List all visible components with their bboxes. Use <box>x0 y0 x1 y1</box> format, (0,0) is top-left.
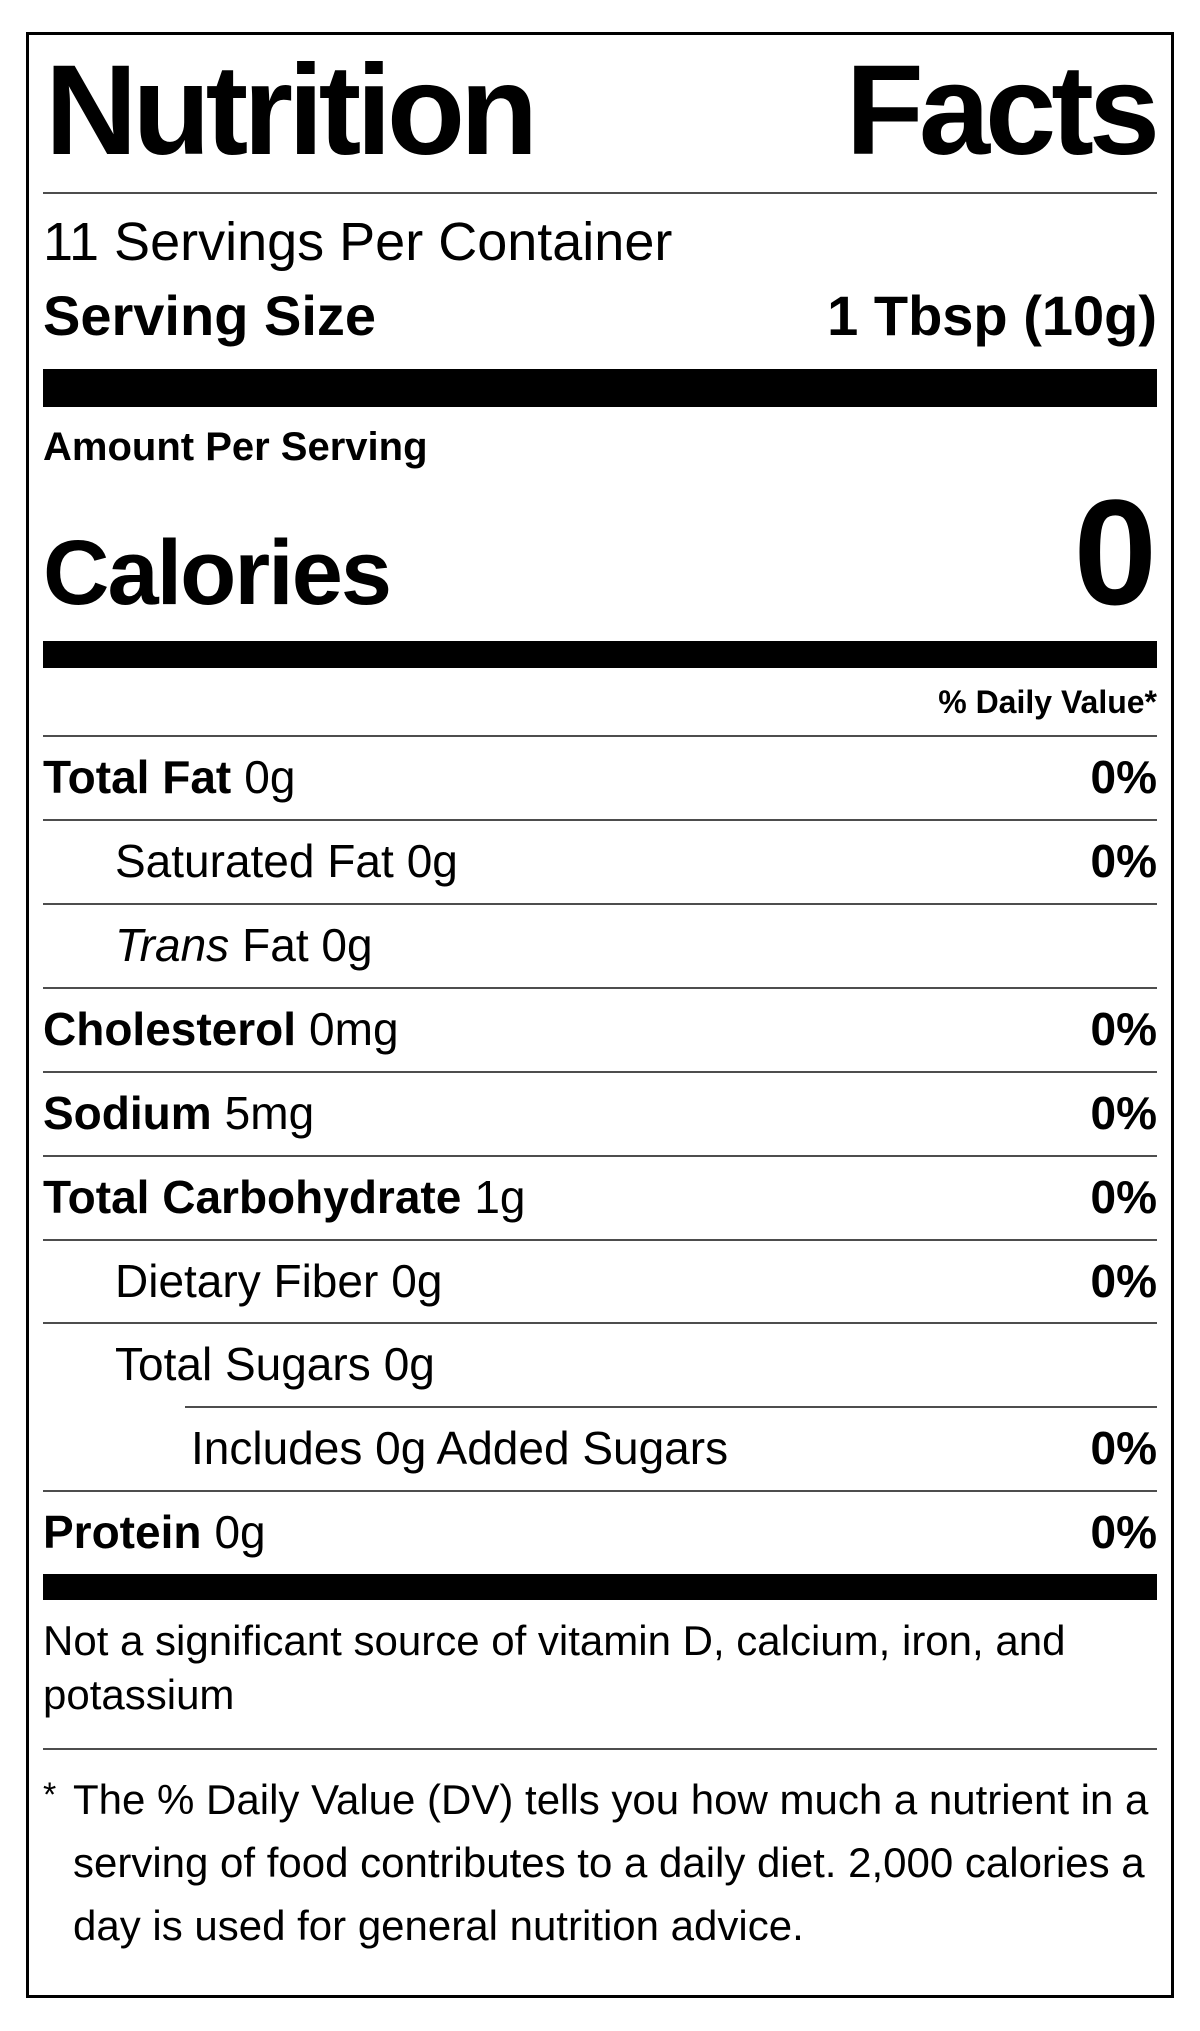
nutrient-daily-value: 0% <box>1090 1170 1157 1223</box>
nutrient-name: Total Sugars <box>115 1338 371 1391</box>
nutrient-row-protein: Protein 0g 0% <box>43 1490 1157 1574</box>
thick-divider-calories <box>43 641 1157 669</box>
calories-value: 0 <box>1073 467 1157 636</box>
nutrient-row-total-carbohydrate: Total Carbohydrate 1g 0% <box>43 1154 1157 1239</box>
label-title-word-nutrition: Nutrition <box>45 39 538 182</box>
nutrition-facts-label: Nutrition Facts 11 Servings Per Containe… <box>26 32 1174 1998</box>
nutrient-amount: Fat 0g <box>242 919 373 972</box>
thick-divider-bottom <box>43 1574 1157 1601</box>
nutrient-row-saturated-fat: Saturated Fat 0g 0% <box>43 819 1157 903</box>
servings-per-container: 11 Servings Per Container <box>43 212 673 273</box>
calories-label: Calories <box>43 521 392 624</box>
nutrient-amount: 0g <box>406 835 458 888</box>
amount-per-serving-label: Amount Per Serving <box>43 424 428 469</box>
footnote-line-1: The % Daily Value (DV) tells you how muc… <box>73 1775 1149 1823</box>
nutrient-row-total-fat: Total Fat 0g 0% <box>43 735 1157 819</box>
nutrient-amount: 1g <box>474 1170 526 1223</box>
nutrient-name: Includes 0g Added Sugars <box>191 1422 729 1475</box>
footnote-divider <box>43 1747 1157 1750</box>
label-title-word-facts: Facts <box>845 39 1160 182</box>
nutrient-daily-value: 0% <box>1090 1086 1157 1139</box>
nutrient-name: Total Carbohydrate <box>43 1170 462 1223</box>
thick-divider-top <box>43 368 1157 407</box>
nutrient-name: Protein <box>43 1506 202 1559</box>
footnote-line-2: serving of food contributes to a daily d… <box>73 1838 1145 1886</box>
title-divider <box>43 192 1157 195</box>
nutrient-row-dietary-fiber: Dietary Fiber 0g 0% <box>43 1238 1157 1323</box>
nutrient-amount: 0g <box>244 751 296 804</box>
not-significant-line-2: potassium <box>43 1670 235 1718</box>
daily-value-header: % Daily Value* <box>938 684 1157 721</box>
nutrient-daily-value: 0% <box>1090 1254 1157 1307</box>
nutrient-name: Total Fat <box>43 751 232 804</box>
footnote-asterisk: * <box>43 1775 57 1814</box>
nutrient-name: Dietary Fiber <box>115 1254 379 1307</box>
not-significant-note: Not a significant source of vitamin D, c… <box>43 1600 1157 1748</box>
serving-size-label: Serving Size <box>43 284 377 348</box>
nutrient-name: Trans <box>115 919 230 972</box>
nutrient-daily-value: 0% <box>1090 1422 1157 1475</box>
nutrient-amount: 0mg <box>309 1002 399 1055</box>
added-sugars-inset-divider: Includes 0g Added Sugars 0% <box>185 1406 1157 1490</box>
label-title: Nutrition Facts <box>43 39 1160 182</box>
calories-row: Calories 0 <box>43 471 1157 642</box>
nutrient-row-trans-fat: Trans Fat 0g <box>43 903 1157 987</box>
nutrient-daily-value: 0% <box>1090 1002 1157 1055</box>
nutrient-row-added-sugars: Includes 0g Added Sugars 0% <box>185 1408 1157 1490</box>
serving-size-value: 1 Tbsp (10g) <box>827 284 1157 348</box>
nutrient-amount: 0g <box>391 1254 443 1307</box>
serving-size-row: Serving Size 1 Tbsp (10g) <box>43 277 1157 369</box>
nutrient-row-cholesterol: Cholesterol 0mg 0% <box>43 986 1157 1071</box>
nutrient-daily-value: 0% <box>1090 751 1157 804</box>
nutrient-row-total-sugars: Total Sugars 0g <box>43 1322 1157 1406</box>
nutrient-name: Cholesterol <box>43 1002 297 1055</box>
nutrient-daily-value: 0% <box>1090 835 1157 888</box>
nutrient-name: Sodium <box>43 1086 212 1139</box>
nutrient-daily-value: 0% <box>1090 1506 1157 1559</box>
nutrient-amount: 5mg <box>224 1086 315 1139</box>
nutrient-amount: 0g <box>214 1506 266 1559</box>
nutrient-name: Saturated Fat <box>115 835 394 888</box>
nutrient-row-sodium: Sodium 5mg 0% <box>43 1070 1157 1155</box>
daily-value-footnote: * The % Daily Value (DV) tells you how m… <box>43 1750 1157 1957</box>
not-significant-line-1: Not a significant source of vitamin D, c… <box>43 1617 1066 1665</box>
footnote-line-3: day is used for general nutrition advice… <box>73 1901 804 1949</box>
footnote-text: The % Daily Value (DV) tells you how muc… <box>73 1768 1157 1957</box>
nutrient-amount: 0g <box>383 1338 435 1391</box>
